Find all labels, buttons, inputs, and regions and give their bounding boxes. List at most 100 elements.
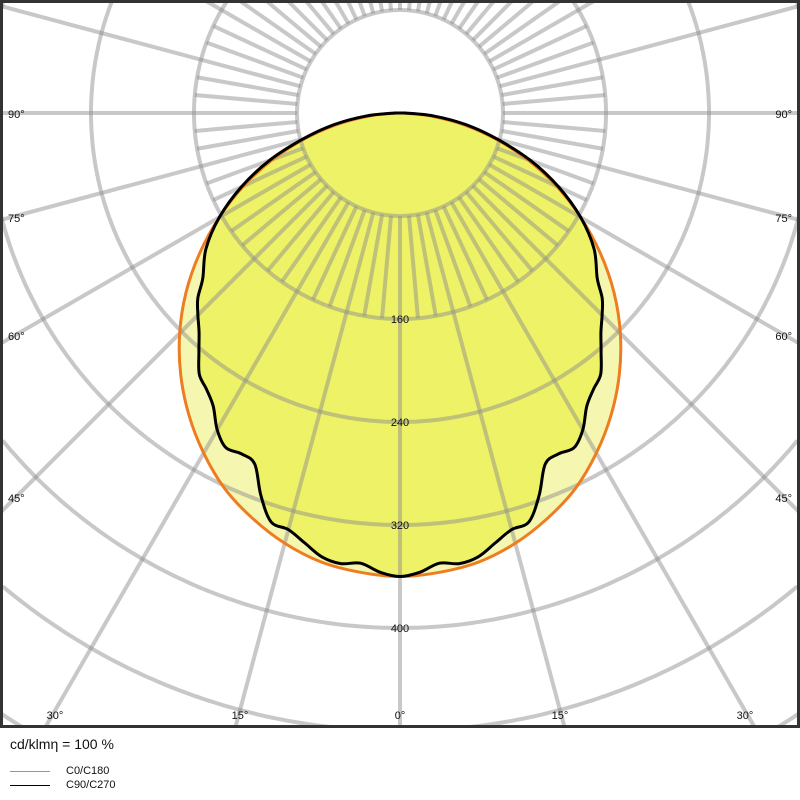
- grid-spoke: [471, 0, 515, 42]
- legend-item-c0: C0/C180: [10, 764, 116, 778]
- grid-spoke: [388, 0, 394, 11]
- grid-spoke: [333, 0, 351, 25]
- legend-label: C90/C270: [66, 779, 116, 791]
- grid-spoke: [196, 128, 299, 151]
- grid-spoke: [205, 146, 304, 186]
- grid-spoke: [501, 128, 604, 151]
- grid-spoke: [230, 170, 317, 233]
- grid-spoke: [264, 0, 323, 49]
- grid-spoke: [203, 0, 312, 64]
- grid-spoke: [498, 137, 800, 223]
- grid-spoke: [280, 196, 343, 283]
- radial-tick-label: 160: [391, 314, 409, 326]
- grid-spoke: [356, 0, 367, 17]
- curve-c90-c270: [195, 111, 605, 579]
- grid-spoke: [367, 0, 376, 15]
- grid-spoke: [319, 0, 343, 30]
- angle-label-bottom: 15°: [232, 710, 249, 722]
- grid-spoke: [378, 0, 385, 12]
- grid-spoke: [464, 0, 497, 36]
- grid-circle: [295, 8, 505, 218]
- grid-spoke: [406, 215, 420, 319]
- angle-label-left: 75°: [8, 213, 25, 225]
- grid-spoke: [464, 190, 534, 273]
- grid-spoke: [502, 119, 606, 133]
- fill-c90-c270: [197, 113, 603, 577]
- angle-label-right: 75°: [775, 213, 792, 225]
- radial-tick-label: 400: [391, 623, 409, 635]
- grid-spoke: [196, 75, 299, 98]
- grid-spoke: [237, 0, 317, 56]
- radial-tick-label: 320: [391, 520, 409, 532]
- grid-spoke: [415, 0, 422, 12]
- grid-spoke: [457, 196, 520, 283]
- grid-spoke: [362, 214, 385, 317]
- radial-tick-label: 240: [391, 417, 409, 429]
- angle-label-right: 60°: [775, 331, 792, 343]
- grid-spoke: [433, 0, 444, 17]
- grid-circle: [1, 439, 799, 630]
- legend-swatch-black: [10, 784, 50, 786]
- angle-label-right: 45°: [775, 493, 792, 505]
- grid-spoke: [212, 24, 308, 72]
- grid-spoke: [483, 0, 563, 56]
- grid-spoke: [501, 75, 604, 98]
- legend-item-c90: C90/C270: [10, 778, 116, 792]
- grid-spoke: [205, 40, 304, 80]
- grid-spoke: [488, 0, 597, 64]
- grid-spoke: [496, 146, 595, 186]
- grid-circle: [89, 1, 711, 424]
- angle-label-bottom: 0°: [395, 710, 406, 722]
- grid-spoke: [457, 0, 481, 30]
- grid-spoke: [194, 119, 298, 133]
- grid-spoke: [449, 0, 467, 25]
- axis-labels: 160 240 320 400 90° 90° 75° 75° 60° 60° 45° 45° 30° 1…: [8, 109, 792, 722]
- angle-label-left: 90°: [8, 109, 25, 121]
- grid-spoke: [0, 184, 329, 515]
- grid-spoke: [406, 0, 412, 11]
- angle-label-bottom: 30°: [737, 710, 754, 722]
- grid-circle: [1, 584, 799, 728]
- grid-spoke: [441, 0, 455, 21]
- grid-spoke: [311, 205, 359, 301]
- grid-spoke: [233, 211, 376, 728]
- grid-spoke: [327, 209, 367, 308]
- grid-spoke: [502, 93, 606, 107]
- angle-label-right: 90°: [775, 109, 792, 121]
- grid-spoke: [212, 154, 308, 202]
- grid-spoke: [424, 0, 433, 15]
- grid-spoke: [433, 209, 473, 308]
- grid-spoke: [43, 201, 351, 728]
- unit-label: cd/klmη = 100 %: [10, 736, 114, 752]
- grid-spoke: [488, 162, 800, 346]
- legend: C0/C180 C90/C270: [10, 764, 116, 792]
- grid-spoke: [0, 137, 302, 223]
- grid-spoke: [496, 40, 595, 80]
- grid-spoke: [477, 177, 560, 247]
- grid-spoke: [380, 215, 394, 319]
- grid-spoke: [285, 0, 329, 42]
- angle-label-left: 45°: [8, 493, 25, 505]
- grid-spoke: [492, 154, 588, 202]
- grid-spoke: [498, 3, 800, 89]
- angle-label-left: 60°: [8, 331, 25, 343]
- polar-grid: [0, 0, 800, 728]
- legend-swatch-orange: [10, 770, 50, 772]
- grid-spoke: [345, 0, 359, 21]
- grid-spoke: [194, 93, 298, 107]
- grid-spoke: [471, 184, 800, 515]
- grid-spoke: [477, 0, 536, 49]
- grid-spoke: [415, 214, 438, 317]
- curve-fills: [179, 113, 621, 577]
- polar-diagram: 160 240 320 400 90° 90° 75° 75° 60° 60° 45° 45° 30° 1…: [0, 0, 800, 728]
- grid-spoke: [240, 177, 323, 247]
- grid-spoke: [441, 205, 489, 301]
- grid-spoke: [424, 211, 567, 728]
- angle-label-bottom: 15°: [552, 710, 569, 722]
- grid-spoke: [266, 190, 336, 273]
- grid-spoke: [0, 162, 312, 346]
- grid-spoke: [303, 0, 336, 36]
- legend-label: C0/C180: [66, 765, 110, 777]
- grid-circle: [192, 0, 608, 321]
